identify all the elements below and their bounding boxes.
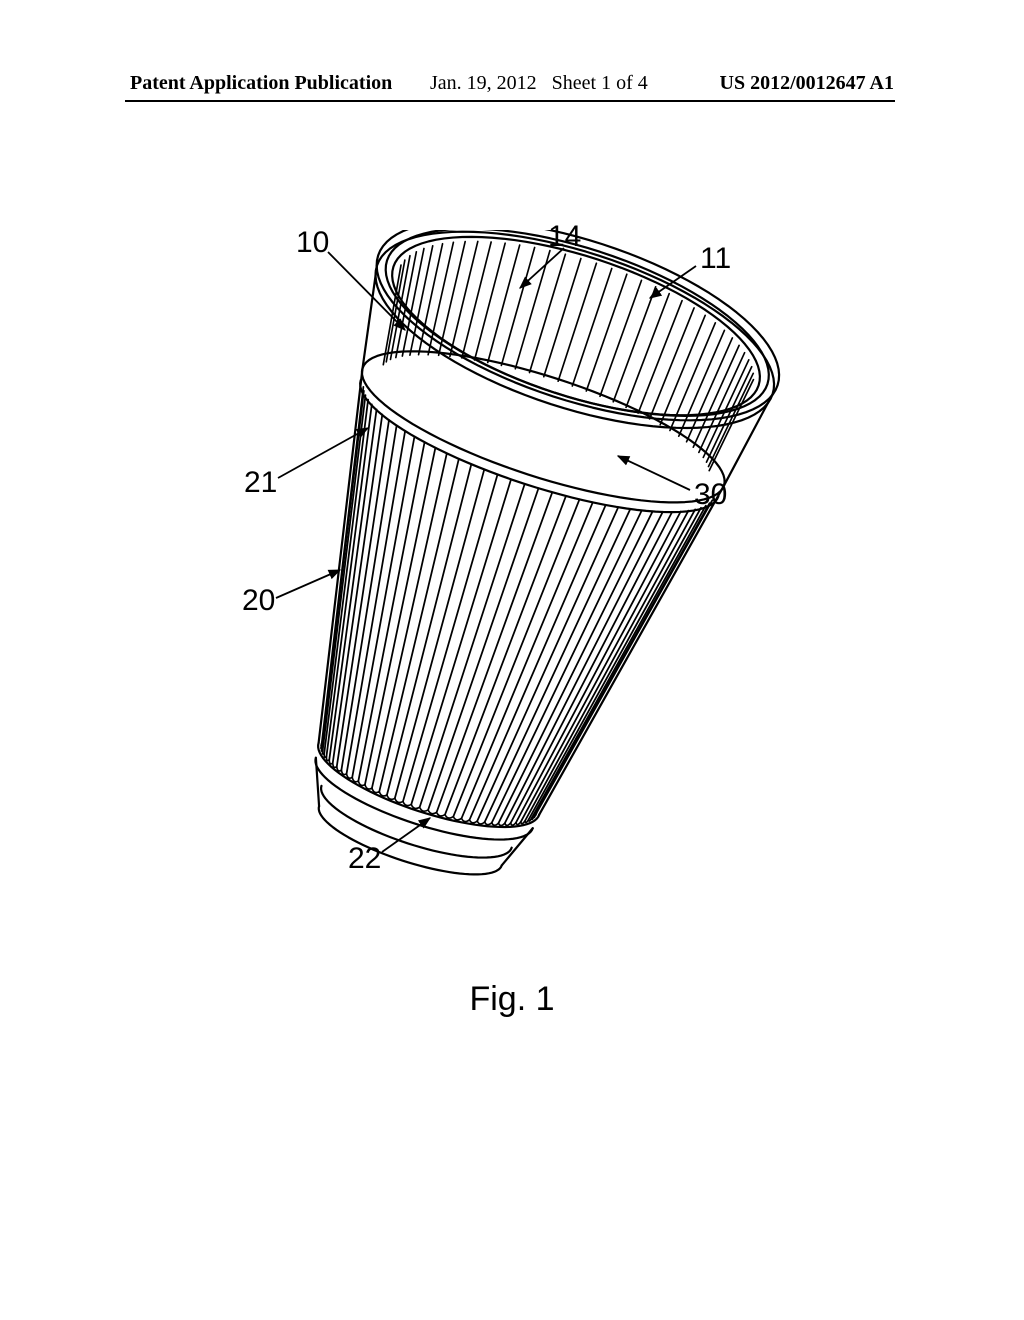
ref-14: 14 — [548, 220, 581, 254]
header-rule — [125, 100, 895, 102]
page-header: Patent Application Publication Jan. 19, … — [0, 72, 1024, 102]
ref-22: 22 — [348, 842, 381, 876]
header-pub-number: US 2012/0012647 A1 — [720, 72, 894, 95]
ref-21: 21 — [244, 466, 277, 500]
header-date: Jan. 19, 2012 — [430, 72, 537, 94]
header-publication-type: Patent Application Publication — [130, 72, 392, 95]
ref-11: 11 — [700, 242, 731, 276]
ref-10: 10 — [296, 226, 329, 260]
ref-20: 20 — [242, 584, 275, 618]
header-sheet: Sheet 1 of 4 — [552, 72, 648, 94]
header-date-sheet: Jan. 19, 2012 Sheet 1 of 4 — [430, 72, 648, 95]
page: Patent Application Publication Jan. 19, … — [0, 0, 1024, 1320]
ref-30: 30 — [694, 478, 727, 512]
figure-1: 10 14 11 21 30 20 22 — [200, 230, 820, 960]
cup-drawing — [200, 230, 820, 960]
figure-caption: Fig. 1 — [0, 980, 1024, 1019]
